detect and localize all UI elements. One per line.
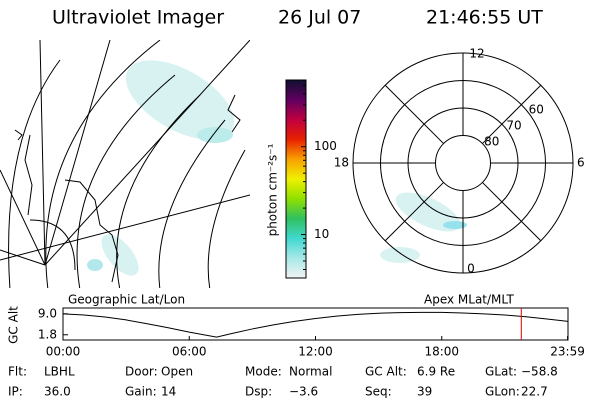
date: 26 Jul 07 (278, 7, 361, 29)
x-tick-label: 23:59 (550, 345, 585, 359)
colorbar: 10 100 (285, 79, 337, 279)
y-tick-label: 9.0 (38, 306, 57, 320)
field-label: GLon: (485, 385, 520, 399)
polar-spoke (482, 84, 542, 144)
y-axis-label: GC Alt (7, 306, 21, 344)
polar-spoke (482, 182, 542, 242)
polar-ring (435, 135, 491, 191)
polar-ring-label: 60 (529, 102, 544, 116)
map-label: Geographic Lat/Lon (68, 293, 185, 307)
field-label: Flt: (8, 365, 27, 379)
footer: Flt: LBHL Door: Open Mode: Normal GC Alt: 6.9 R… (8, 365, 558, 399)
field-value: LBHL (44, 365, 75, 379)
y-tick-label: 1.8 (38, 327, 57, 341)
polar-ring-label: 80 (484, 135, 499, 149)
field-value: −3.6 (289, 385, 318, 399)
field-value: 36.0 (44, 385, 71, 399)
field-label: Gain: (125, 385, 157, 399)
field-value: Normal (289, 365, 332, 379)
polar-label: Apex MLat/MLT (424, 293, 514, 307)
colorbar-label: photon cm⁻²s⁻¹ (266, 143, 280, 236)
time: 21:46:55 UT (426, 7, 543, 29)
field-value: 14 (161, 385, 176, 399)
field-label: Mode: (245, 365, 282, 379)
colorbar-scale (285, 79, 307, 279)
field-value: 6.9 Re (417, 365, 455, 379)
mlt-label: 18 (334, 156, 349, 170)
mlt-label: 6 (577, 156, 585, 170)
orbit-frame (62, 307, 569, 341)
field-value: −58.8 (521, 365, 558, 379)
field-label: GC Alt: (365, 365, 407, 379)
x-tick-label: 06:00 (172, 345, 207, 359)
polar-spoke (384, 84, 444, 144)
field-value: Open (161, 365, 193, 379)
polar-ring-label: 70 (506, 118, 521, 132)
altitude-line (62, 311, 569, 338)
field-label: Seq: (365, 385, 392, 399)
geographic-map (0, 40, 250, 288)
field-label: IP: (8, 385, 23, 399)
instrument: Ultraviolet Imager (52, 7, 224, 29)
field-label: GLat: (485, 365, 517, 379)
mlt-label: 0 (467, 262, 475, 276)
x-tick-label: 00:00 (46, 345, 81, 359)
x-tick-label: 12:00 (298, 345, 333, 359)
field-label: Dsp: (245, 385, 272, 399)
field-value: 22.7 (521, 385, 548, 399)
mlt-label: 12 (469, 47, 484, 61)
field-value: 39 (417, 385, 432, 399)
orbit-panel: 9.0 1.8 00:00 06:00 12:00 18:00 23:59 (38, 306, 585, 358)
field-label: Door: (125, 365, 158, 379)
polar-spoke (384, 182, 444, 242)
colorbar-tick-label: 100 (314, 139, 337, 153)
x-tick-label: 18:00 (424, 345, 459, 359)
colorbar-tick-label: 10 (314, 227, 329, 241)
